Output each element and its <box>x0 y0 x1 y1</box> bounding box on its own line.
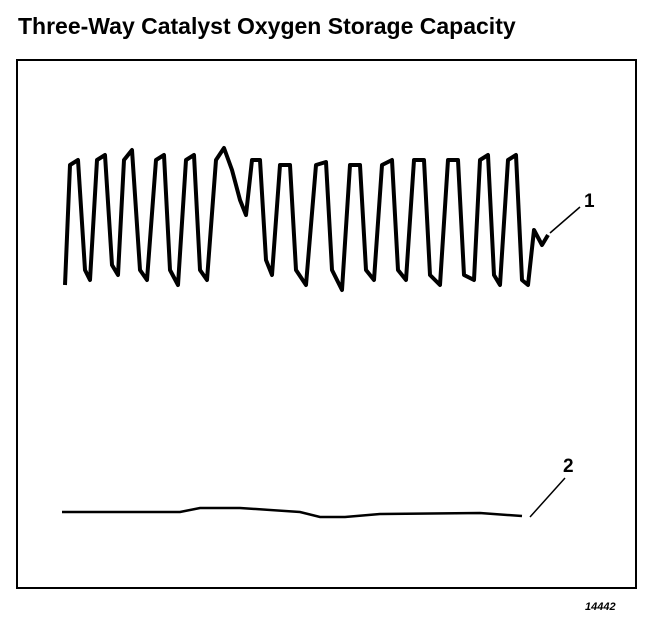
downstream-sensor-trace <box>62 506 523 519</box>
leader-line <box>529 477 566 518</box>
title: Three-Way Catalyst Oxygen Storage Capaci… <box>18 13 516 39</box>
callout: 2 <box>563 456 574 477</box>
figure-id: 14442 <box>585 601 616 613</box>
upstream-sensor-trace <box>63 146 550 292</box>
callout: 1 <box>584 191 595 212</box>
frame <box>16 59 637 589</box>
leader-line <box>549 206 581 234</box>
